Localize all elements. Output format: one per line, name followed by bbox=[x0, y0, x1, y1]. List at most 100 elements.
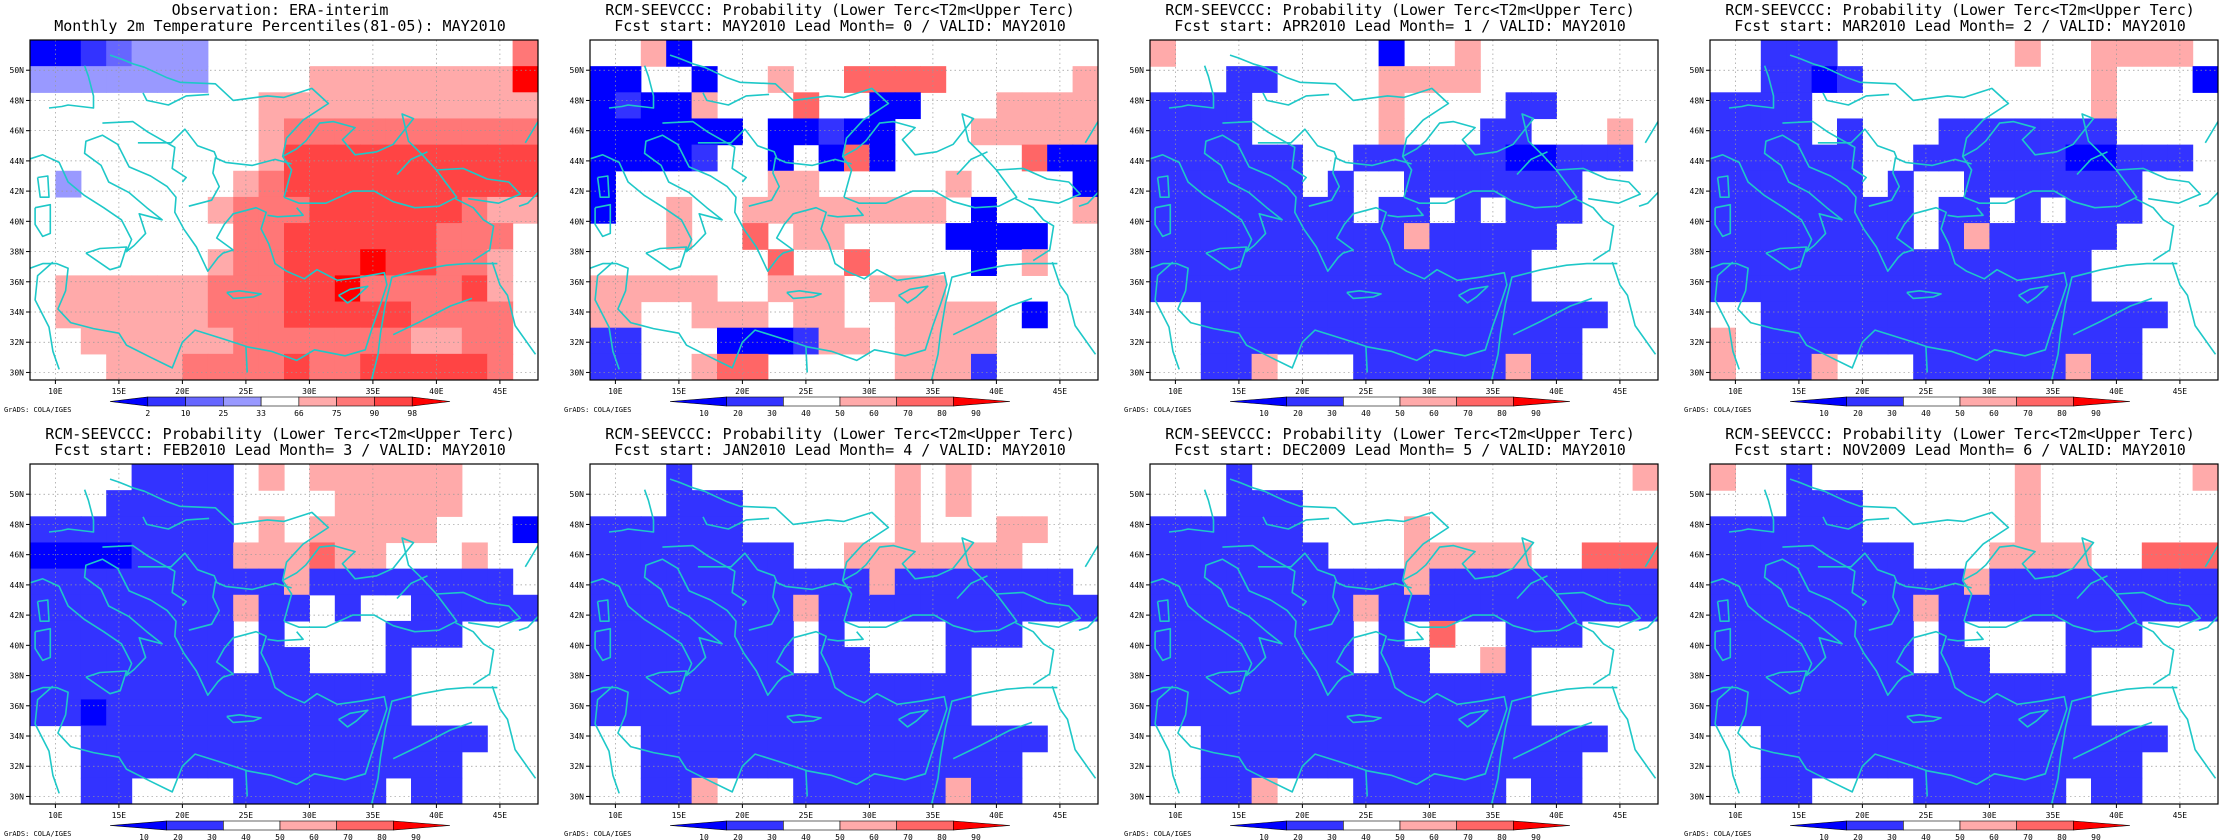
grid-cell bbox=[284, 327, 310, 355]
coastline bbox=[1490, 686, 1618, 804]
coastline bbox=[1714, 685, 1740, 794]
grid-cell bbox=[385, 92, 412, 120]
grid-cell bbox=[2014, 327, 2041, 355]
grid-cell bbox=[1505, 301, 1532, 329]
y-tick-label: 46N bbox=[10, 551, 25, 560]
grid-cell bbox=[2192, 568, 2218, 596]
grid-cell bbox=[385, 170, 412, 198]
grid-cell bbox=[691, 353, 718, 380]
panel-subtitle: Fcst start: NOV2009 Lead Month= 6 / VALI… bbox=[1734, 441, 2186, 459]
grid-cell bbox=[1429, 594, 1456, 622]
coastline bbox=[1078, 616, 1098, 631]
colorbar-label: 10 bbox=[1819, 833, 1829, 840]
grid-cell bbox=[1378, 144, 1405, 172]
grid-cell bbox=[945, 301, 972, 329]
grid-cell bbox=[742, 699, 769, 727]
x-tick-label: 10E bbox=[1168, 387, 1183, 396]
grid-cell bbox=[80, 751, 107, 779]
grid-cell bbox=[1251, 673, 1278, 700]
grid-cell bbox=[334, 777, 361, 804]
y-tick-label: 50N bbox=[10, 490, 25, 499]
grid-cell bbox=[207, 725, 234, 753]
grid-cell bbox=[818, 301, 845, 329]
grid-cell bbox=[767, 144, 794, 172]
panel-title: RCM-SEEVCCC: Probability (Lower Terc<T2m… bbox=[605, 1, 1075, 19]
grid-cell bbox=[1913, 249, 1940, 276]
colorbar-swatch bbox=[279, 820, 337, 831]
colorbar: 2 10 25 33 66 75 90 98 bbox=[109, 396, 451, 418]
y-tick-label: 36N bbox=[1690, 702, 1705, 711]
colorbar-swatch bbox=[1513, 396, 1571, 407]
grid-cell bbox=[767, 725, 794, 753]
grid-cell bbox=[971, 196, 997, 224]
grid-cell bbox=[2091, 170, 2117, 198]
grid-cell bbox=[411, 464, 437, 491]
grid-cell bbox=[1150, 92, 1176, 120]
colorbar-label: 50 bbox=[275, 833, 285, 840]
grid-cell bbox=[1531, 353, 1557, 380]
x-tick-label: 30E bbox=[1982, 811, 1997, 820]
grid-cell bbox=[30, 542, 56, 570]
grid-cell bbox=[1938, 725, 1965, 753]
grid-cell bbox=[2014, 568, 2041, 596]
credit-label: GrADS: COLA/IGES bbox=[1124, 406, 1191, 414]
coastline bbox=[1150, 558, 1508, 793]
grid-cell bbox=[436, 568, 463, 596]
x-tick-label: 10E bbox=[48, 811, 63, 820]
grid-cell bbox=[2065, 542, 2092, 570]
grid-cell bbox=[615, 66, 642, 93]
coastline bbox=[1229, 54, 1450, 157]
grid-cell bbox=[1862, 568, 1889, 596]
coastline bbox=[898, 709, 929, 728]
grid-cell bbox=[971, 542, 997, 570]
grid-cell bbox=[1760, 725, 1787, 753]
grid-cell bbox=[1277, 516, 1303, 544]
grid-cell bbox=[1277, 647, 1303, 674]
colorbar-swatch bbox=[1789, 820, 1847, 831]
y-tick-label: 36N bbox=[1130, 702, 1145, 711]
grid-cell bbox=[666, 223, 693, 250]
grid-cell bbox=[615, 594, 642, 622]
colorbar-swatch bbox=[783, 396, 841, 407]
grid-cell bbox=[1302, 275, 1329, 303]
grid-cell bbox=[1277, 542, 1303, 570]
y-tick-label: 42N bbox=[1690, 611, 1705, 620]
coastline bbox=[2076, 575, 2108, 600]
grid-cell bbox=[1175, 647, 1202, 674]
grid-cell bbox=[945, 620, 972, 648]
grid-cell bbox=[1581, 542, 1608, 570]
grid-cell bbox=[717, 699, 743, 727]
grid-cell bbox=[1454, 777, 1481, 804]
grid-cell bbox=[1251, 301, 1278, 329]
colorbar-label: 2 bbox=[145, 409, 150, 418]
coastline bbox=[1205, 670, 1248, 695]
grid-cell bbox=[1251, 196, 1278, 224]
grid-cell bbox=[258, 118, 285, 146]
grid-cell bbox=[1735, 196, 1762, 224]
grid-cell bbox=[1175, 196, 1202, 224]
colorbar-swatch bbox=[1229, 396, 1287, 407]
grid-cell bbox=[1226, 223, 1253, 250]
grid-cell bbox=[1200, 777, 1227, 804]
grid-cell bbox=[1837, 118, 1863, 146]
grid-cell bbox=[2014, 196, 2041, 224]
grid-cell bbox=[258, 464, 285, 491]
grid-cell bbox=[666, 647, 693, 674]
grid-cell bbox=[590, 594, 616, 622]
grid-cell bbox=[1938, 144, 1965, 172]
y-tick-label: 42N bbox=[570, 187, 585, 196]
grid-cell bbox=[2065, 594, 2092, 622]
grid-cell bbox=[385, 223, 412, 250]
coastline bbox=[1516, 575, 1548, 600]
coastline bbox=[281, 113, 458, 209]
x-tick-label: 25E bbox=[1359, 811, 1374, 820]
coastline bbox=[898, 285, 929, 304]
coastline bbox=[2018, 285, 2049, 304]
y-tick-label: 44N bbox=[570, 581, 585, 590]
y-tick-label: 48N bbox=[570, 520, 585, 529]
colorbar: 10 20 30 40 50 60 70 80 90 bbox=[109, 820, 451, 840]
grid-cell bbox=[920, 66, 947, 93]
grid-cell bbox=[131, 594, 158, 622]
grid-cell bbox=[844, 327, 870, 355]
grid-cell bbox=[1480, 223, 1507, 250]
